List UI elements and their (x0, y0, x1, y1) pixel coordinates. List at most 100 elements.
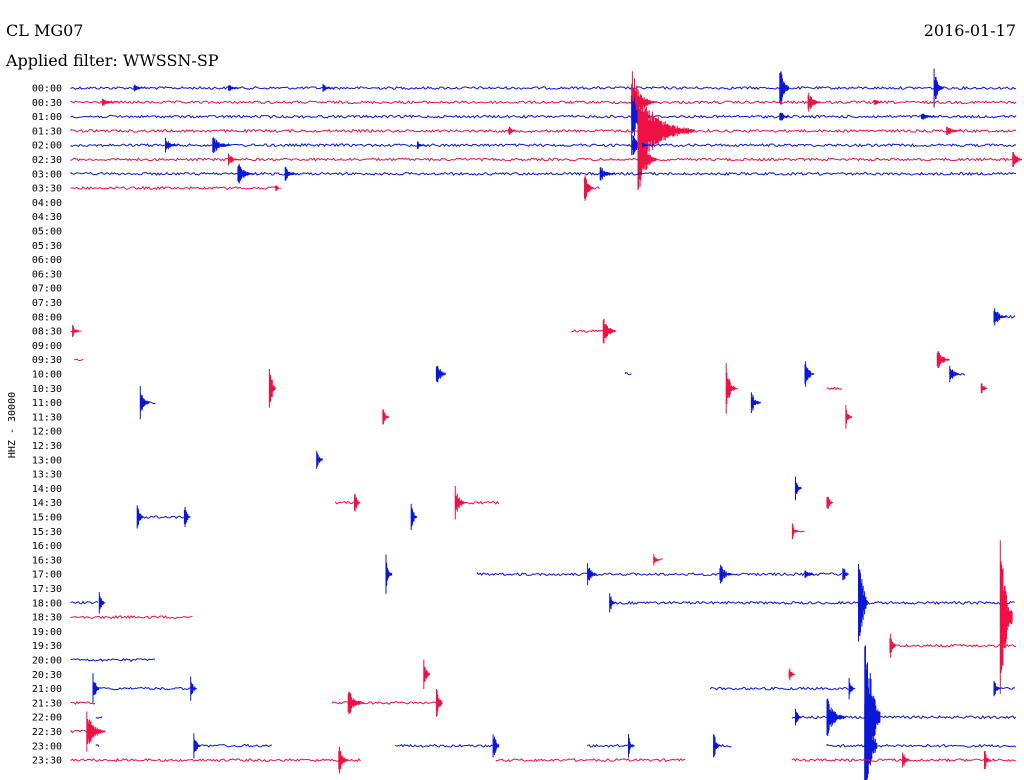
seismic-event (237, 164, 254, 184)
seismic-event (646, 98, 660, 106)
seismic-event (993, 680, 1001, 697)
seismic-event (98, 592, 106, 614)
time-label: 22:30 (32, 727, 62, 738)
date-label: 2016-01-17 (923, 21, 1016, 40)
time-label: 10:00 (32, 370, 62, 381)
seismic-event (193, 733, 200, 759)
trace-segment (826, 386, 843, 391)
seismic-event (795, 476, 802, 501)
time-label: 22:00 (32, 713, 62, 724)
seismic-event (354, 493, 361, 512)
seismic-event (804, 361, 815, 387)
time-label: 07:00 (32, 284, 62, 295)
seismic-event (1012, 152, 1023, 167)
seismic-event (587, 563, 597, 586)
trace-segment (571, 329, 607, 333)
seismic-event (842, 568, 849, 581)
trace-segment (70, 100, 1017, 105)
seismic-event (864, 687, 878, 780)
seismic-event (993, 308, 1007, 326)
time-label: 03:30 (32, 184, 62, 195)
seismic-event (788, 668, 796, 681)
time-label: 16:30 (32, 555, 62, 566)
trace-segment (95, 716, 103, 719)
trace-segment (95, 744, 100, 747)
time-label: 15:00 (32, 513, 62, 524)
trace-segment (70, 114, 1017, 119)
time-label: 13:30 (32, 470, 62, 481)
seismic-event (417, 141, 427, 149)
trace-segment (70, 600, 99, 605)
time-label: 02:30 (32, 155, 62, 166)
seismic-event (999, 540, 1013, 694)
seismic-event (933, 68, 944, 108)
time-label: 09:30 (32, 355, 62, 366)
time-label: 18:00 (32, 598, 62, 609)
seismic-event (807, 92, 821, 112)
time-label: 05:30 (32, 241, 62, 252)
time-label: 11:00 (32, 398, 62, 409)
trace-segment (92, 686, 191, 691)
seismic-event (628, 734, 635, 758)
seismic-event (435, 689, 443, 717)
time-label: 14:30 (32, 498, 62, 509)
trace-rows (70, 68, 1023, 780)
time-label: 01:00 (32, 112, 62, 123)
time-label: 08:30 (32, 327, 62, 338)
time-label: 12:00 (32, 427, 62, 438)
seismic-event (713, 734, 720, 758)
seismic-event (338, 746, 348, 774)
time-label: 08:00 (32, 312, 62, 323)
trace-segment (791, 715, 1017, 720)
trace-segment (193, 743, 273, 748)
time-labels: 00:00 00:30 01:00 01:30 02:00 02:30 03:00 03:30… (32, 84, 62, 767)
trace-segment (624, 372, 632, 376)
seismic-event (584, 175, 594, 201)
trace-segment (587, 743, 629, 748)
time-label: 11:30 (32, 412, 62, 423)
seismic-event (653, 554, 660, 566)
seismic-event (492, 734, 500, 758)
time-label: 01:30 (32, 126, 62, 137)
seismic-event (609, 593, 616, 613)
seismic-event (725, 362, 736, 414)
time-label: 03:00 (32, 169, 62, 180)
seismic-event (268, 369, 276, 408)
seismic-event (136, 505, 144, 529)
seismic-event (275, 185, 282, 191)
time-label: 04:30 (32, 212, 62, 223)
seismic-event (719, 564, 733, 584)
time-label: 19:00 (32, 627, 62, 638)
seismic-event (949, 365, 960, 383)
trace-segment (495, 758, 686, 763)
seismic-event (183, 507, 191, 527)
trace-segment (70, 757, 361, 763)
seismic-event (984, 751, 991, 770)
time-label: 00:30 (32, 98, 62, 109)
seismic-event (889, 633, 897, 658)
time-label: 05:00 (32, 227, 62, 238)
seismic-event (316, 450, 323, 469)
seismic-event (980, 383, 988, 394)
time-label: 02:00 (32, 141, 62, 152)
seismic-event (165, 138, 178, 153)
station-title: CL MG07 (6, 21, 84, 40)
trace-segment (70, 700, 96, 705)
trace-segment (70, 157, 1017, 162)
seismic-event (902, 752, 909, 768)
trace-segment (70, 85, 1017, 91)
time-label: 04:00 (32, 198, 62, 209)
time-label: 06:30 (32, 269, 62, 280)
trace-segment (609, 599, 1015, 605)
trace-segment (395, 743, 494, 748)
time-label: 19:30 (32, 641, 62, 652)
seismic-event (637, 129, 657, 190)
seismic-event (190, 676, 197, 701)
seismic-event (602, 318, 616, 344)
filter-label: Applied filter: WWSSN-SP (6, 51, 219, 70)
seismic-event (779, 112, 789, 121)
time-label: 06:00 (32, 255, 62, 266)
seismic-event (347, 691, 364, 715)
seismic-event (72, 325, 82, 338)
